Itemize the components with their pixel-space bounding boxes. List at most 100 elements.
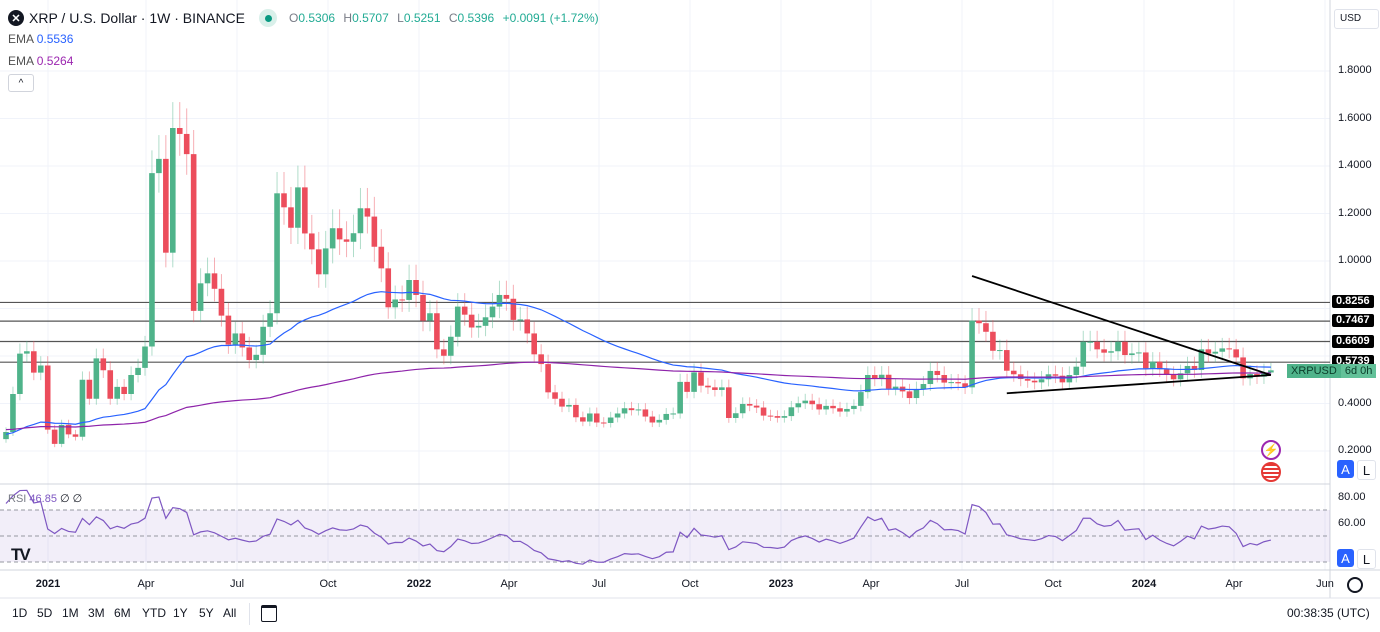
timeframe-button-6m[interactable]: 6M [114, 606, 131, 620]
go-to-date-icon[interactable] [261, 605, 277, 622]
candle-up [913, 389, 920, 399]
candle-down [503, 294, 510, 299]
candle-down [434, 313, 440, 350]
candle-up [892, 386, 899, 389]
candle-up [58, 424, 65, 444]
log-scale-button[interactable]: L [1357, 460, 1376, 480]
candle-up [93, 358, 100, 399]
candle-down [510, 298, 517, 320]
timeframe-button-1d[interactable]: 1D [12, 606, 28, 620]
chevron-up-icon: ^ [18, 77, 24, 89]
market-status-icon[interactable] [259, 9, 278, 27]
candle-down [1010, 370, 1017, 375]
ema-fast-line [5, 291, 1271, 435]
candle-up [1115, 341, 1121, 352]
timeframe-button-5y[interactable]: 5Y [199, 606, 214, 620]
candle-down [246, 347, 253, 361]
xrp-logo-icon: ✕ [8, 10, 24, 26]
ohlc-values: O0.5306 H0.5707 L0.5251 C0.5396 +0.0091 … [289, 11, 599, 25]
candle-up [1129, 353, 1135, 356]
candle-up [253, 354, 259, 361]
candle-down [746, 403, 753, 406]
candle-up [656, 419, 663, 423]
rsi-auto-scale-button[interactable]: A [1337, 549, 1354, 567]
candle-up [739, 403, 746, 414]
candle-down [413, 280, 419, 295]
timeframe-button-ytd[interactable]: YTD [142, 606, 166, 620]
candle-down [1122, 341, 1128, 356]
candle-down [468, 314, 475, 328]
price-axis-label: 1.2000 [1338, 206, 1372, 219]
candle-down [309, 233, 315, 250]
ema-legend-slow[interactable]: EMA 0.5264 [8, 54, 74, 68]
candle-down [31, 351, 37, 373]
candle-down [580, 417, 586, 422]
candle-down [593, 413, 600, 423]
candle-down [649, 416, 656, 423]
candle-up [997, 350, 1003, 352]
candle-down [371, 216, 378, 247]
rsi-legend[interactable]: RSI 46.85 ∅ ∅ [8, 493, 83, 505]
candle-up [406, 280, 412, 300]
candle-down [281, 193, 287, 208]
candle-down [816, 404, 822, 410]
candle-down [559, 398, 565, 407]
timeframe-button-3m[interactable]: 3M [88, 606, 105, 620]
level-price-tag: 0.6609 [1332, 334, 1374, 348]
currency-selector[interactable]: USD [1334, 9, 1379, 29]
candle-down [183, 133, 190, 155]
collapse-legend-button[interactable]: ^ [8, 74, 34, 92]
us-flag-icon[interactable] [1261, 462, 1281, 482]
candle-up [719, 387, 725, 390]
clock[interactable]: 00:38:35 (UTC) [1287, 606, 1370, 620]
candle-down [461, 306, 468, 315]
candle-down [642, 409, 649, 417]
timeframe-button-all[interactable]: All [223, 606, 237, 620]
candle-up [295, 187, 301, 228]
price-axis-label: 0.4000 [1338, 396, 1372, 409]
auto-scale-button[interactable]: A [1337, 460, 1354, 478]
settings-gear-icon[interactable] [1347, 577, 1363, 593]
candle-down [767, 415, 774, 417]
candle-down [809, 400, 815, 405]
candle-down [1226, 348, 1232, 350]
candle-down [121, 386, 127, 394]
timeframe-button-5d[interactable]: 5D [37, 606, 53, 620]
candle-up [170, 128, 176, 253]
candle-down [218, 288, 225, 316]
candle-down [830, 405, 836, 409]
timeframe-button-1y[interactable]: 1Y [173, 606, 188, 620]
candle-up [204, 273, 211, 284]
candle-down [1240, 357, 1246, 379]
candle-up [865, 375, 871, 393]
tradingview-logo[interactable]: TV [11, 545, 31, 564]
candle-up [635, 409, 642, 411]
symbol-title[interactable]: XRP / U.S. Dollar · 1W · BINANCE [29, 10, 246, 26]
candle-up [732, 413, 739, 418]
candle-up [448, 336, 454, 356]
rsi-log-scale-button[interactable]: L [1357, 549, 1376, 569]
price-axis-label: 1.6000 [1338, 111, 1372, 124]
candle-down [378, 246, 385, 269]
candle-up [670, 413, 676, 415]
time-axis-label: Jul [229, 578, 245, 590]
lightning-alert-icon[interactable]: ⚡ [1261, 440, 1281, 460]
candle-down [760, 407, 767, 416]
candle-up [1212, 351, 1219, 354]
candle-up [329, 228, 336, 249]
candle-down [524, 319, 531, 334]
candle-up [357, 208, 364, 234]
candle-up [607, 417, 614, 423]
candle-down [211, 273, 218, 289]
candle-down [225, 315, 232, 345]
price-axis-label: 1.8000 [1338, 64, 1372, 76]
ema-legend-fast[interactable]: EMA 0.5536 [8, 32, 74, 46]
candle-up [350, 233, 357, 242]
candle-down [837, 408, 843, 412]
candle-down [44, 365, 51, 430]
timeframe-button-1m[interactable]: 1M [62, 606, 79, 620]
candle-down [545, 364, 551, 393]
candle-down [753, 405, 760, 408]
rsi-line [5, 489, 1272, 565]
